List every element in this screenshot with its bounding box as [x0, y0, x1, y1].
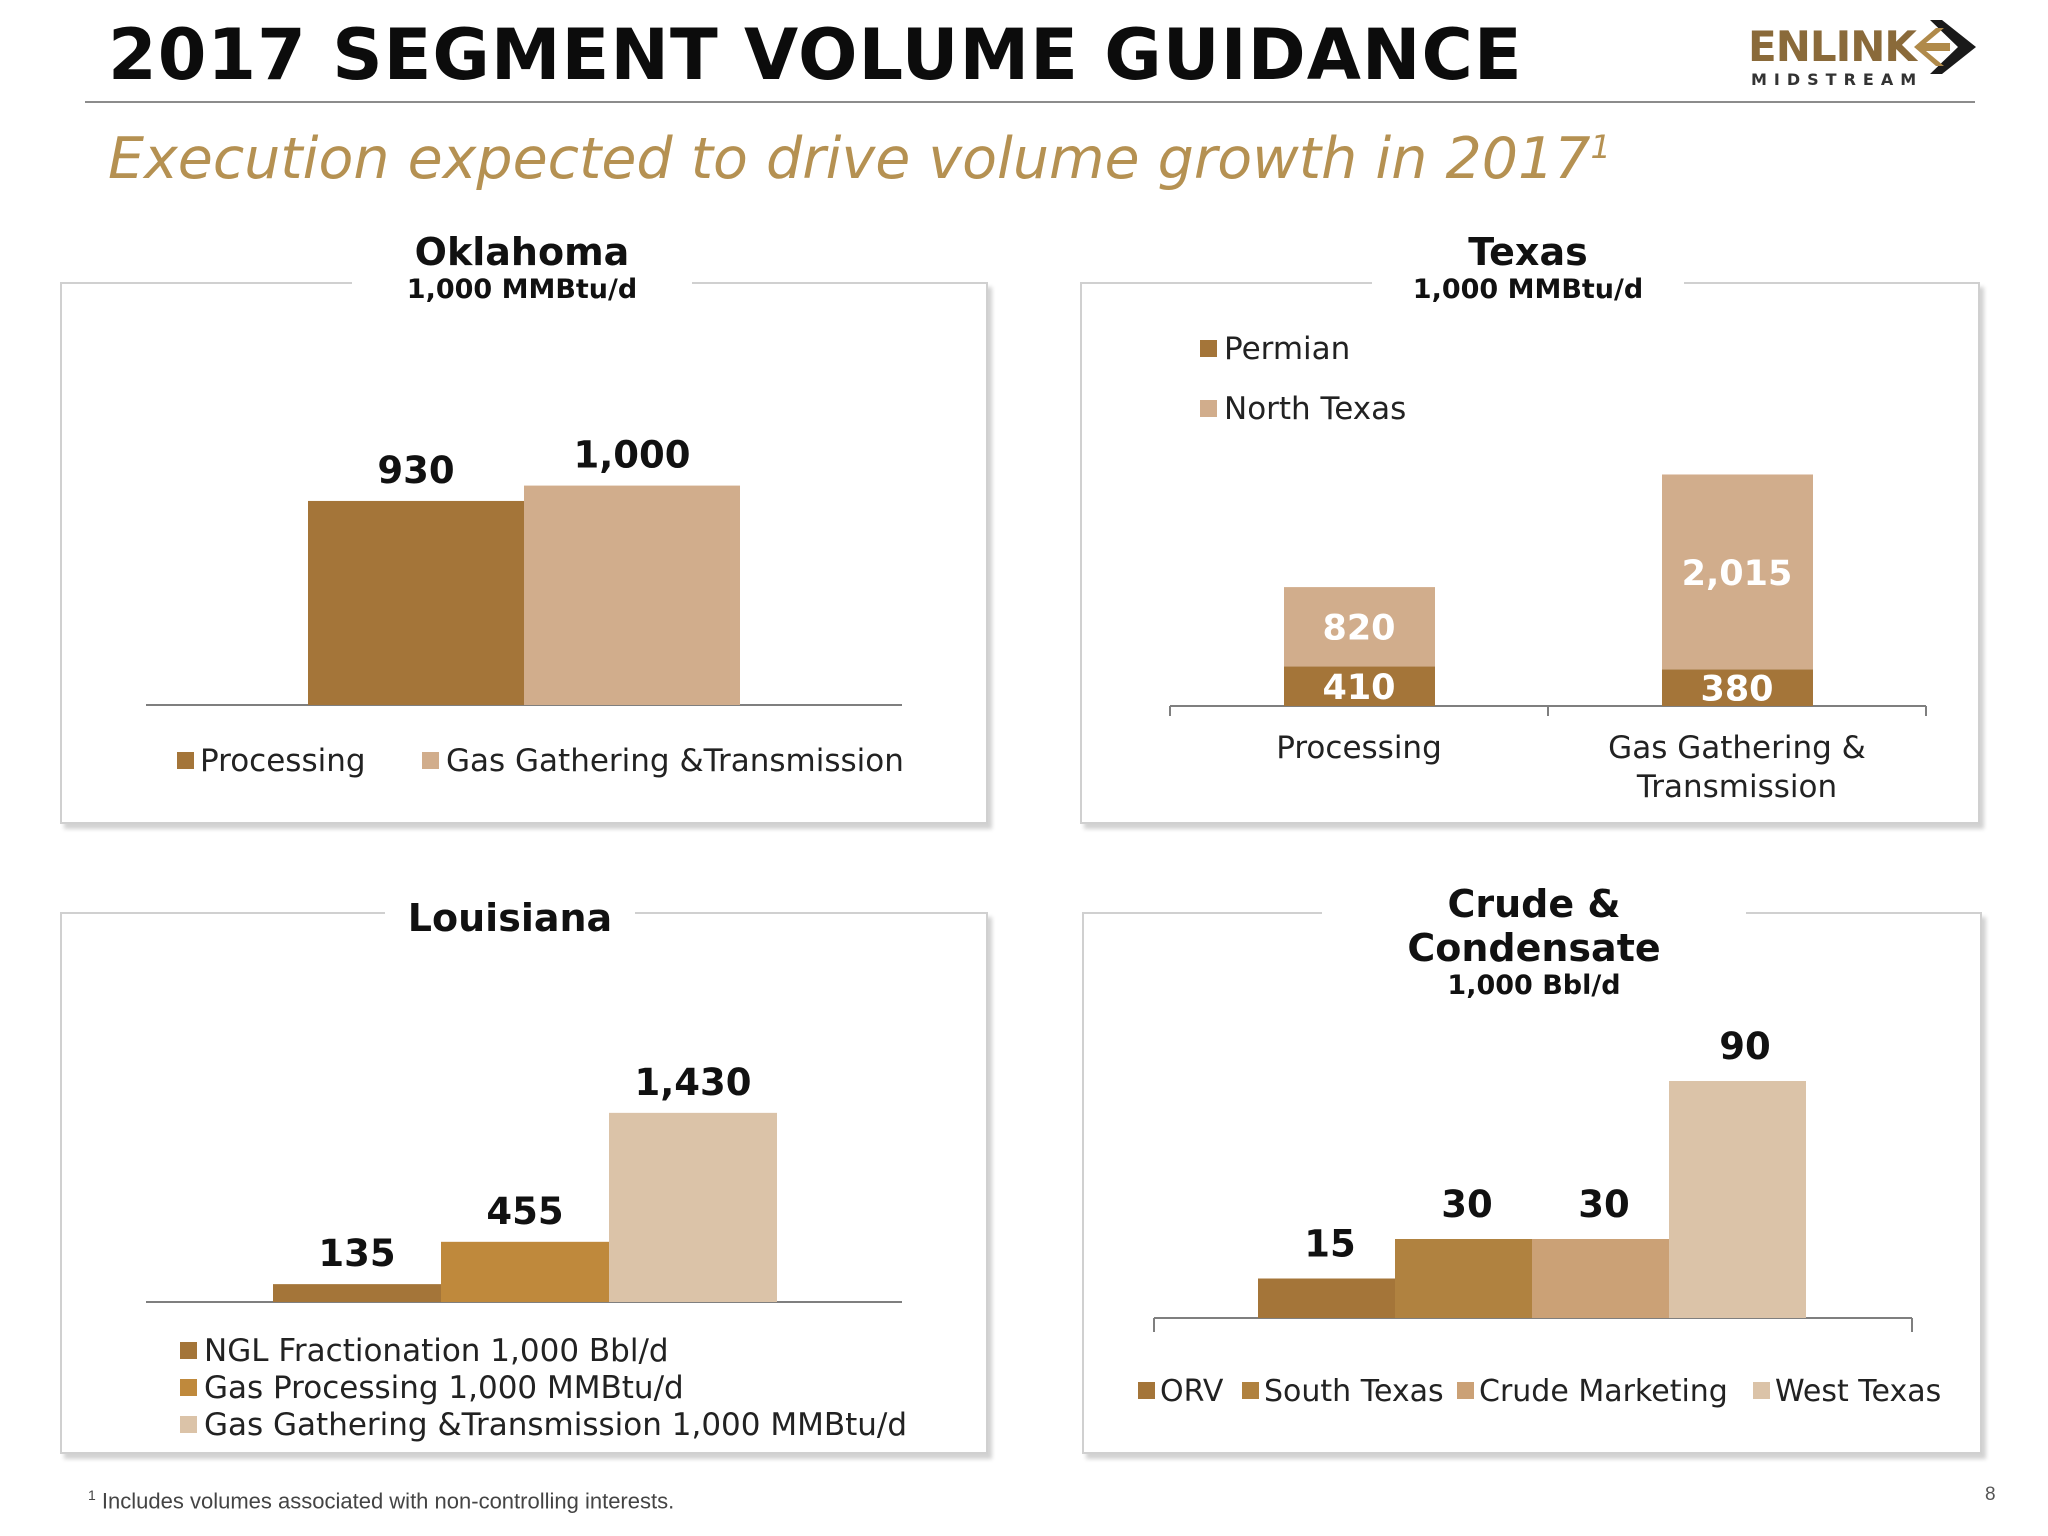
legend-label-south-texas: South Texas [1264, 1374, 1444, 1409]
enlink-logo: ENLINK MIDSTREAM [1748, 18, 1978, 90]
legend-label-permian: Permian [1224, 331, 1350, 367]
oklahoma-chart: 930 1,000 Processing Gas Gathering &Tran… [146, 434, 904, 779]
legend-swatch-permian [1200, 340, 1217, 357]
legend-label-gas-gathering: Gas Gathering &Transmission [446, 743, 904, 779]
louisiana-bar-gas-processing [441, 1241, 609, 1302]
crude-bar-south-texas [1395, 1239, 1532, 1318]
subtitle-text: Execution expected to drive volume growt… [108, 126, 1591, 192]
legend-swatch-north-texas [1200, 400, 1217, 417]
louisiana-bar-gas-gathering [609, 1112, 777, 1302]
crude-bar-west-texas [1669, 1081, 1806, 1318]
crude-title-text: Crude & Condensate [1407, 882, 1661, 970]
louisiana-title-text: Louisiana [407, 896, 613, 940]
texas-bar-processing-permian [1284, 666, 1435, 706]
legend-swatch-processing [177, 752, 194, 769]
legend-label-west-texas: West Texas [1775, 1374, 1941, 1409]
crude-bar-crude-marketing [1532, 1239, 1669, 1318]
oklahoma-title: Oklahoma 1,000 MMBtu/d [352, 230, 692, 306]
header-rule [85, 101, 1975, 103]
texas-bar-processing-north-texas [1284, 587, 1435, 667]
legend-swatch-west-texas [1753, 1382, 1770, 1399]
crude-chart: 15 30 30 90 ORV South Texas Crude Market… [1138, 1025, 1941, 1409]
footnote-text: Includes volumes associated with non-con… [101, 1488, 675, 1514]
legend-swatch-crude-marketing [1457, 1382, 1474, 1399]
texas-label-gathering-permian: 380 [1700, 670, 1773, 710]
louisiana-title: Louisiana [385, 896, 635, 940]
legend-swatch-south-texas [1242, 1382, 1259, 1399]
crude-label-south-texas: 30 [1441, 1183, 1493, 1226]
texas-panel: 410 820 380 2,015 Processing Gas Gatheri… [1080, 282, 1980, 824]
oklahoma-panel: 930 1,000 Processing Gas Gathering &Tran… [60, 282, 988, 824]
crude-label-west-texas: 90 [1719, 1025, 1771, 1068]
louisiana-label-ngl: 135 [318, 1232, 395, 1275]
logo-word: ENLINK [1748, 22, 1917, 71]
legend-swatch-orv [1138, 1382, 1155, 1399]
louisiana-panel: 135 455 1,430 NGL Fractionation 1,000 Bb… [60, 912, 988, 1454]
legend-swatch-gas-gathering [422, 752, 439, 769]
logo-sub: MIDSTREAM [1751, 70, 1924, 89]
logo-arrow-icon [1914, 20, 1976, 74]
texas-bar-gathering-north-texas [1662, 474, 1813, 670]
legend-label-gas-gathering-la: Gas Gathering &Transmission 1,000 MMBtu/… [204, 1407, 907, 1443]
legend-label-north-texas: North Texas [1224, 391, 1406, 427]
legend-label-ngl: NGL Fractionation 1,000 Bbl/d [204, 1333, 669, 1369]
texas-category-gathering-line1: Gas Gathering & [1608, 730, 1866, 766]
crude-label-crude-marketing: 30 [1578, 1183, 1630, 1226]
crude-panel: 15 30 30 90 ORV South Texas Crude Market… [1082, 912, 1982, 1454]
texas-unit: 1,000 MMBtu/d [1412, 274, 1644, 305]
oklahoma-label-gas-gathering: 1,000 [573, 434, 690, 477]
page-title: 2017 SEGMENT VOLUME GUIDANCE [108, 14, 1523, 96]
texas-label-gathering-north-texas: 2,015 [1682, 554, 1793, 594]
texas-label-processing-permian: 410 [1322, 668, 1395, 708]
footnote-mark: 1 [88, 1487, 96, 1503]
page-subtitle: Execution expected to drive volume growt… [108, 126, 1611, 192]
legend-swatch-ngl [180, 1342, 197, 1359]
texas-bar-gathering-permian [1662, 669, 1813, 706]
oklahoma-unit: 1,000 MMBtu/d [406, 274, 638, 305]
texas-category-gathering-line2: Transmission [1636, 769, 1837, 805]
louisiana-bar-ngl-fractionation [273, 1284, 441, 1302]
legend-label-crude-marketing: Crude Marketing [1479, 1374, 1728, 1409]
texas-label-processing-north-texas: 820 [1322, 609, 1395, 649]
legend-swatch-gas-processing [180, 1379, 197, 1396]
texas-category-processing: Processing [1276, 730, 1442, 766]
texas-title: Texas 1,000 MMBtu/d [1372, 230, 1684, 306]
crude-label-orv: 15 [1304, 1223, 1356, 1266]
subtitle-footnote-mark: 1 [1590, 128, 1611, 166]
crude-title: Crude & Condensate 1,000 Bbl/d [1322, 882, 1746, 1002]
footnote: 1 Includes volumes associated with non-c… [88, 1487, 674, 1514]
legend-swatch-gas-gathering-la [180, 1416, 197, 1433]
oklahoma-bar-gas-gathering [524, 485, 740, 705]
page-number: 8 [1985, 1484, 1996, 1505]
crude-bar-orv [1258, 1278, 1395, 1318]
louisiana-label-gas-processing: 455 [486, 1190, 563, 1233]
oklahoma-title-text: Oklahoma [414, 230, 630, 274]
oklahoma-label-processing: 930 [377, 449, 454, 492]
oklahoma-bar-processing [308, 500, 524, 705]
legend-label-processing: Processing [200, 743, 366, 779]
texas-chart: 410 820 380 2,015 Processing Gas Gatheri… [1169, 331, 1927, 805]
legend-label-orv: ORV [1160, 1374, 1224, 1409]
crude-unit: 1,000 Bbl/d [1447, 970, 1621, 1001]
louisiana-label-gas-gathering: 1,430 [634, 1061, 751, 1104]
texas-title-text: Texas [1468, 230, 1588, 274]
louisiana-chart: 135 455 1,430 NGL Fractionation 1,000 Bb… [146, 1061, 907, 1443]
legend-label-gas-processing: Gas Processing 1,000 MMBtu/d [204, 1370, 684, 1406]
